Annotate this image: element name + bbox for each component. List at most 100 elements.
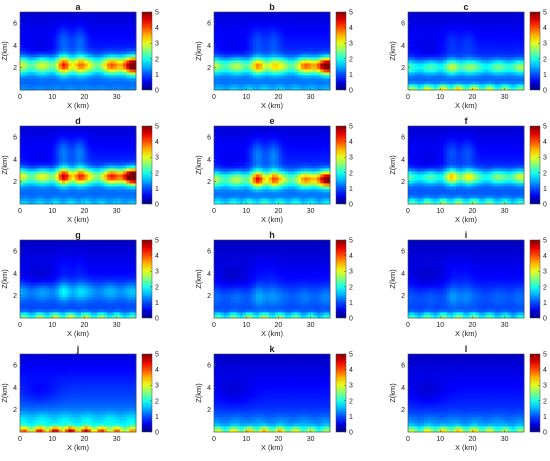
heatmap-cell (97, 72, 101, 76)
heatmap-cell (74, 165, 79, 169)
heatmap-cell (268, 39, 273, 43)
heatmap-cell (498, 39, 502, 43)
heatmap-cell (42, 144, 47, 148)
heatmap-cell (427, 72, 431, 76)
heatmap-cell (501, 75, 506, 79)
heatmap-cell (317, 147, 321, 151)
heatmap-cell (113, 183, 118, 187)
heatmap-cell (414, 165, 419, 169)
heatmap-cell (291, 198, 295, 202)
heatmap-cell (233, 162, 237, 166)
heatmap-cell (217, 126, 221, 130)
heatmap-cell (420, 150, 425, 154)
heatmap-cell (87, 186, 92, 190)
heatmap-cell (427, 54, 431, 58)
heatmap-cell (110, 54, 114, 58)
x-tick-label: 10 (48, 208, 56, 215)
heatmap-cell (301, 168, 305, 172)
heatmap-cell (236, 42, 241, 46)
heatmap-cell (116, 54, 121, 58)
heatmap-cell (317, 144, 321, 148)
heatmap-cell (100, 150, 105, 154)
heatmap-cell (36, 129, 40, 133)
heatmap-cell (217, 162, 221, 166)
heatmap-cell (408, 186, 412, 190)
heatmap-cell (78, 15, 82, 19)
heatmap-cell (55, 54, 60, 58)
heatmap-cell (420, 126, 425, 130)
heatmap-cell (252, 177, 257, 181)
heatmap-cell (78, 183, 82, 187)
heatmap-cell (466, 21, 470, 25)
heatmap-cell (414, 153, 419, 157)
heatmap-cell (301, 135, 305, 139)
heatmap-cell (107, 189, 111, 193)
heatmap-cell (462, 36, 467, 40)
heatmap-cell (78, 180, 82, 184)
heatmap-cell (291, 189, 295, 193)
heatmap-cell (433, 78, 438, 82)
heatmap-cell (52, 15, 56, 19)
heatmap-cell (411, 63, 415, 67)
heatmap-cell (417, 30, 422, 34)
heatmap-cell (249, 144, 254, 148)
heatmap-cell (223, 33, 228, 37)
heatmap-cell (65, 72, 69, 76)
heatmap-cell (430, 87, 435, 91)
heatmap-cell (449, 48, 454, 52)
heatmap-cell (310, 69, 315, 73)
heatmap-cell (129, 54, 134, 58)
heatmap-cell (49, 168, 53, 172)
heatmap-cell (223, 168, 228, 172)
heatmap-cell (491, 60, 496, 64)
heatmap-cell (297, 42, 302, 46)
heatmap-cell (36, 12, 40, 16)
heatmap-cell (291, 162, 295, 166)
heatmap-cell (307, 87, 312, 91)
heatmap-cell (326, 126, 331, 130)
heatmap-cell (71, 144, 76, 148)
heatmap-cell (36, 201, 40, 205)
heatmap-cell (414, 54, 419, 58)
heatmap-cell (255, 144, 260, 148)
heatmap-cell (119, 147, 124, 151)
heatmap-cell (71, 132, 76, 136)
heatmap-cell (291, 57, 295, 61)
heatmap-cell (478, 36, 483, 40)
heatmap-cell (32, 168, 37, 172)
heatmap-cell (326, 30, 331, 34)
heatmap-cell (100, 30, 105, 34)
heatmap-cell (317, 156, 321, 160)
heatmap-cell (284, 162, 289, 166)
heatmap-cell (408, 195, 412, 199)
heatmap-cell (414, 45, 419, 49)
heatmap-cell (307, 147, 312, 151)
heatmap-cell (249, 78, 254, 82)
heatmap-cell (65, 66, 69, 70)
heatmap-cell (275, 33, 279, 37)
heatmap-cell (501, 57, 506, 61)
heatmap-cell (252, 153, 257, 157)
heatmap-cell (297, 174, 302, 178)
heatmap-cell (411, 33, 415, 37)
heatmap-cell (26, 168, 31, 172)
heatmap-cell (495, 87, 499, 91)
heatmap-cell (320, 72, 324, 76)
heatmap-cell (214, 12, 218, 16)
heatmap-cell (433, 27, 438, 31)
heatmap-cell (29, 183, 34, 187)
heatmap-cell (126, 60, 130, 64)
heatmap-cell (446, 57, 451, 61)
heatmap-cell (472, 24, 477, 28)
heatmap-cell (466, 72, 470, 76)
heatmap-cell (36, 162, 40, 166)
heatmap-cell (472, 72, 477, 76)
heatmap-cell (424, 72, 428, 76)
heatmap-cell (275, 78, 279, 82)
heatmap-cell (259, 162, 263, 166)
heatmap-cell (323, 15, 328, 19)
heatmap-cell (84, 165, 89, 169)
heatmap-cell (504, 15, 509, 19)
heatmap-cell (288, 42, 292, 46)
heatmap-cell (78, 69, 82, 73)
